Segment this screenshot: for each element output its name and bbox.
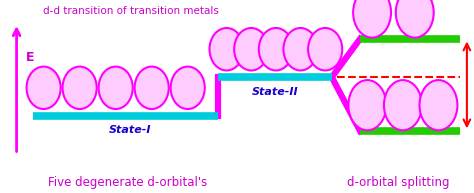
Ellipse shape: [99, 67, 133, 109]
Ellipse shape: [396, 0, 434, 38]
Text: d-orbital splitting: d-orbital splitting: [347, 176, 449, 189]
Ellipse shape: [210, 28, 244, 70]
Text: State-I: State-I: [109, 125, 152, 135]
Ellipse shape: [348, 80, 386, 130]
Ellipse shape: [234, 28, 268, 70]
Ellipse shape: [353, 0, 391, 38]
Ellipse shape: [419, 80, 457, 130]
Text: E: E: [26, 51, 35, 64]
Text: Five degenerate d-orbital's: Five degenerate d-orbital's: [48, 176, 208, 189]
Ellipse shape: [259, 28, 293, 70]
Ellipse shape: [135, 67, 169, 109]
Text: d-d transition of transition metals: d-d transition of transition metals: [43, 6, 219, 16]
Ellipse shape: [308, 28, 342, 70]
Ellipse shape: [171, 67, 205, 109]
Text: State-II: State-II: [252, 87, 298, 97]
Ellipse shape: [384, 80, 422, 130]
Ellipse shape: [27, 67, 61, 109]
Ellipse shape: [283, 28, 318, 70]
Ellipse shape: [63, 67, 97, 109]
